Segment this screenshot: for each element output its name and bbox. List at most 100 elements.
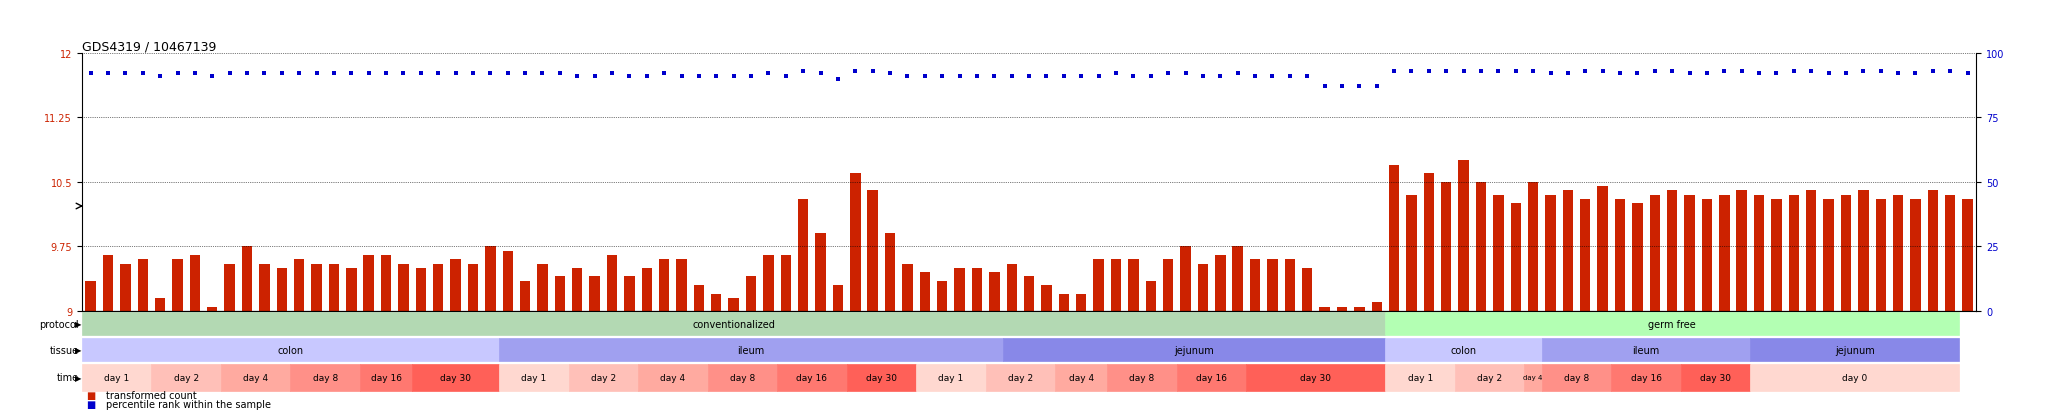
Point xyxy=(1464,69,1497,75)
Bar xyxy=(989,273,999,311)
Bar xyxy=(502,251,512,311)
Point xyxy=(1898,71,1931,78)
Bar xyxy=(571,268,582,311)
Text: day 2: day 2 xyxy=(590,373,616,382)
Bar xyxy=(1384,364,1454,391)
Bar xyxy=(1094,260,1104,311)
Bar xyxy=(1384,313,1960,336)
Bar xyxy=(776,364,846,391)
Text: day 2: day 2 xyxy=(1008,373,1032,382)
Bar xyxy=(156,298,166,311)
Point xyxy=(1552,71,1585,78)
Bar xyxy=(1354,307,1364,311)
Point xyxy=(457,71,489,78)
Point xyxy=(1413,69,1446,75)
Bar xyxy=(82,338,500,361)
Text: ileum: ileum xyxy=(737,345,764,355)
Bar xyxy=(1303,268,1313,311)
Text: day 16: day 16 xyxy=(371,373,401,382)
Bar xyxy=(121,264,131,311)
Point xyxy=(1343,84,1376,90)
Bar xyxy=(102,255,113,311)
Text: day 0: day 0 xyxy=(1841,373,1868,382)
Bar xyxy=(1683,195,1696,311)
Bar xyxy=(1841,195,1851,311)
Bar xyxy=(1454,364,1524,391)
Point xyxy=(805,71,838,78)
Bar xyxy=(1718,195,1729,311)
Bar xyxy=(82,313,1384,336)
Bar xyxy=(311,264,322,311)
Bar xyxy=(1632,204,1642,311)
Text: ■: ■ xyxy=(86,399,96,409)
Point xyxy=(874,71,907,78)
Bar xyxy=(1180,247,1190,311)
Text: day 30: day 30 xyxy=(866,373,897,382)
Bar xyxy=(1477,183,1487,311)
Bar xyxy=(1702,199,1712,311)
Text: day 8: day 8 xyxy=(1128,373,1155,382)
Bar xyxy=(1524,364,1542,391)
Point xyxy=(1255,74,1288,80)
Point xyxy=(700,74,733,80)
Point xyxy=(1847,69,1880,75)
Bar xyxy=(1040,285,1053,311)
Point xyxy=(1794,69,1827,75)
Bar xyxy=(381,255,391,311)
Text: conventionalized: conventionalized xyxy=(692,319,774,329)
Text: day 30: day 30 xyxy=(1700,373,1731,382)
Point xyxy=(1534,71,1567,78)
Bar xyxy=(1858,191,1868,311)
Point xyxy=(1622,71,1655,78)
Point xyxy=(473,71,506,78)
Point xyxy=(387,71,420,78)
Point xyxy=(1604,71,1636,78)
Point xyxy=(682,74,715,80)
Bar xyxy=(1946,195,1956,311)
Text: day 1: day 1 xyxy=(104,373,129,382)
Point xyxy=(612,74,645,80)
Bar xyxy=(1528,183,1538,311)
Point xyxy=(1778,69,1810,75)
Bar xyxy=(172,260,182,311)
Point xyxy=(1518,69,1550,75)
Text: day 1: day 1 xyxy=(938,373,963,382)
Bar xyxy=(1006,264,1018,311)
Point xyxy=(1708,69,1741,75)
Point xyxy=(1169,71,1202,78)
Point xyxy=(403,71,436,78)
Bar xyxy=(346,268,356,311)
Bar xyxy=(1268,260,1278,311)
Bar xyxy=(868,191,879,311)
Point xyxy=(1655,69,1688,75)
Text: day 16: day 16 xyxy=(1196,373,1227,382)
Point xyxy=(1587,69,1620,75)
Point xyxy=(543,71,575,78)
Text: day 16: day 16 xyxy=(797,373,827,382)
Bar xyxy=(1927,191,1937,311)
Bar xyxy=(1249,260,1260,311)
Point xyxy=(666,74,698,80)
Bar xyxy=(295,260,305,311)
Bar xyxy=(920,273,930,311)
Point xyxy=(1917,69,1950,75)
Point xyxy=(909,74,942,80)
Point xyxy=(1933,69,1966,75)
Bar xyxy=(537,264,547,311)
Point xyxy=(283,71,315,78)
Point xyxy=(647,71,680,78)
Bar xyxy=(520,281,530,311)
Point xyxy=(1759,71,1792,78)
Bar xyxy=(1788,195,1798,311)
Bar xyxy=(1911,199,1921,311)
Bar xyxy=(815,234,825,311)
Bar xyxy=(799,199,809,311)
Point xyxy=(1274,74,1307,80)
Bar xyxy=(711,294,721,311)
Bar xyxy=(242,247,252,311)
Bar xyxy=(903,264,913,311)
Bar xyxy=(500,338,1004,361)
Bar xyxy=(1542,364,1612,391)
Point xyxy=(213,71,246,78)
Point xyxy=(1882,71,1915,78)
